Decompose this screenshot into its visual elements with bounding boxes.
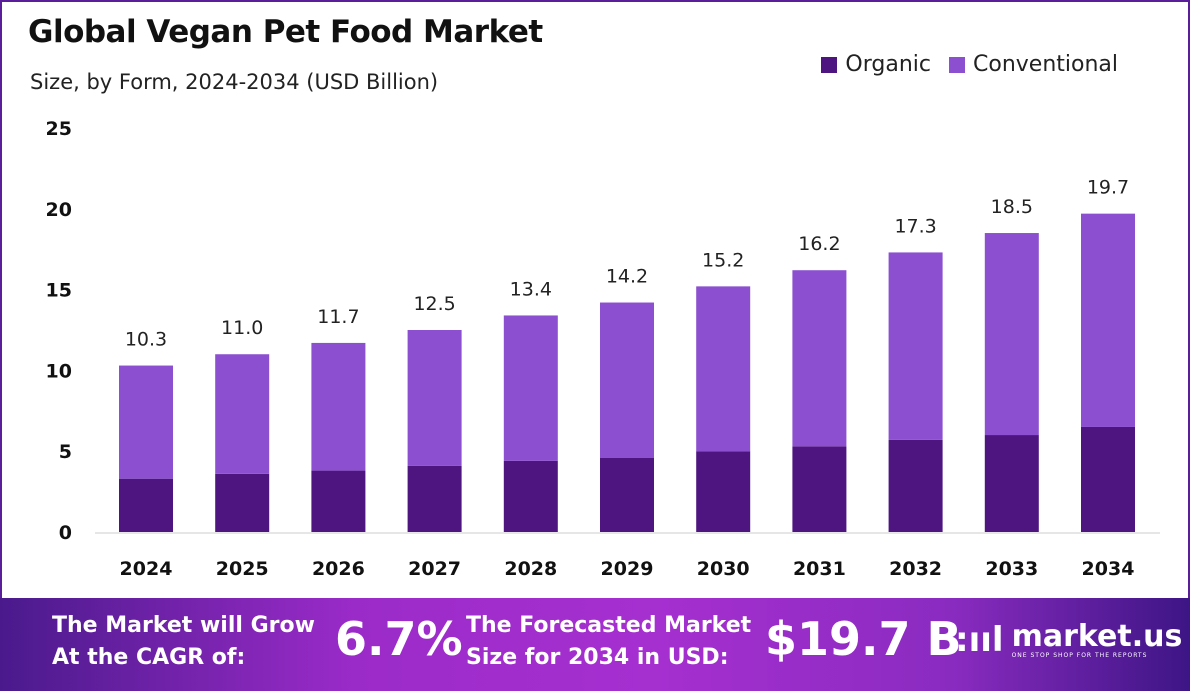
logo-name: market.us	[1011, 618, 1183, 654]
bar-conventional	[696, 286, 751, 452]
bar-conventional	[503, 315, 558, 461]
x-tick-label: 2026	[312, 558, 365, 580]
y-tick-label: 25	[46, 118, 72, 140]
bar-conventional	[888, 252, 943, 440]
chart-subtitle: Size, by Form, 2024-2034 (USD Billion)	[30, 70, 439, 94]
data-label: 16.2	[798, 233, 840, 255]
bar-organic	[984, 435, 1039, 532]
bar-organic	[1081, 426, 1135, 532]
bar-organic	[311, 470, 366, 532]
cagr-label-line2: At the CAGR of:	[52, 645, 246, 670]
x-tick-label: 2030	[697, 558, 750, 580]
cagr-value: 6.7%	[335, 612, 463, 666]
bar-conventional	[119, 365, 173, 479]
forecast-label: The Forecasted Market Size for 2034 in U…	[466, 610, 751, 674]
logo-mark-icon: :ııl	[955, 620, 1004, 660]
forecast-label-line1: The Forecasted Market	[466, 613, 752, 638]
bar-organic	[215, 473, 270, 532]
legend-label: Conventional	[973, 52, 1118, 77]
y-tick-label: 10	[46, 360, 72, 382]
market-us-logo: :ııl market.us ONE STOP SHOP FOR THE REP…	[955, 620, 1182, 660]
bar-organic	[119, 478, 173, 532]
bar-organic	[792, 446, 847, 532]
x-tick-label: 2029	[601, 558, 654, 580]
bar-conventional	[1081, 213, 1135, 427]
cagr-label-line1: The Market will Grow	[52, 613, 315, 638]
logo-tagline: ONE STOP SHOP FOR THE REPORTS	[1011, 651, 1148, 659]
data-label: 11.7	[317, 306, 359, 328]
data-label: 10.3	[125, 329, 167, 351]
forecast-label-line2: Size for 2034 in USD:	[466, 645, 729, 670]
bar-organic	[696, 451, 751, 532]
bar-conventional	[600, 302, 654, 458]
legend-swatch-conventional	[949, 56, 965, 73]
y-tick-label: 15	[46, 280, 72, 302]
x-tick-label: 2032	[889, 558, 942, 580]
data-label: 12.5	[413, 293, 455, 315]
bar-conventional	[311, 342, 366, 471]
y-tick-label: 0	[59, 522, 72, 544]
forecast-value: $19.7 B	[765, 612, 962, 666]
bar-organic	[503, 460, 558, 532]
legend-item-conventional: Conventional	[949, 52, 1118, 77]
legend-label: Organic	[845, 52, 931, 77]
y-tick-label: 5	[59, 441, 72, 463]
x-tick-label: 2027	[408, 558, 461, 580]
bar-chart: 051015202510.3202411.0202511.7202612.520…	[46, 118, 1160, 580]
x-tick-label: 2033	[985, 558, 1038, 580]
footer-banner: The Market will Grow At the CAGR of: 6.7…	[0, 598, 1190, 691]
bar-conventional	[984, 233, 1039, 436]
x-tick-label: 2031	[793, 558, 846, 580]
legend-swatch-organic	[821, 56, 838, 73]
bar-organic	[888, 439, 943, 532]
data-label: 11.0	[221, 317, 263, 339]
data-label: 19.7	[1087, 177, 1129, 199]
x-tick-label: 2028	[504, 558, 557, 580]
cagr-label: The Market will Grow At the CAGR of:	[52, 610, 315, 674]
legend-item-organic: Organic	[821, 52, 931, 77]
data-label: 14.2	[606, 266, 648, 288]
x-tick-label: 2024	[120, 558, 173, 580]
bar-organic	[407, 465, 462, 532]
data-label: 17.3	[894, 215, 936, 237]
chart-title: Global Vegan Pet Food Market	[28, 14, 543, 50]
data-label: 15.2	[702, 249, 744, 271]
x-tick-label: 2034	[1082, 558, 1135, 580]
bar-conventional	[407, 330, 462, 466]
data-label: 13.4	[510, 278, 552, 300]
bar-conventional	[792, 270, 847, 447]
bar-conventional	[215, 354, 270, 474]
x-tick-label: 2025	[216, 558, 269, 580]
data-label: 18.5	[991, 196, 1033, 218]
legend: Organic Conventional	[821, 52, 1118, 77]
bar-organic	[600, 457, 654, 532]
y-tick-label: 20	[46, 199, 72, 221]
